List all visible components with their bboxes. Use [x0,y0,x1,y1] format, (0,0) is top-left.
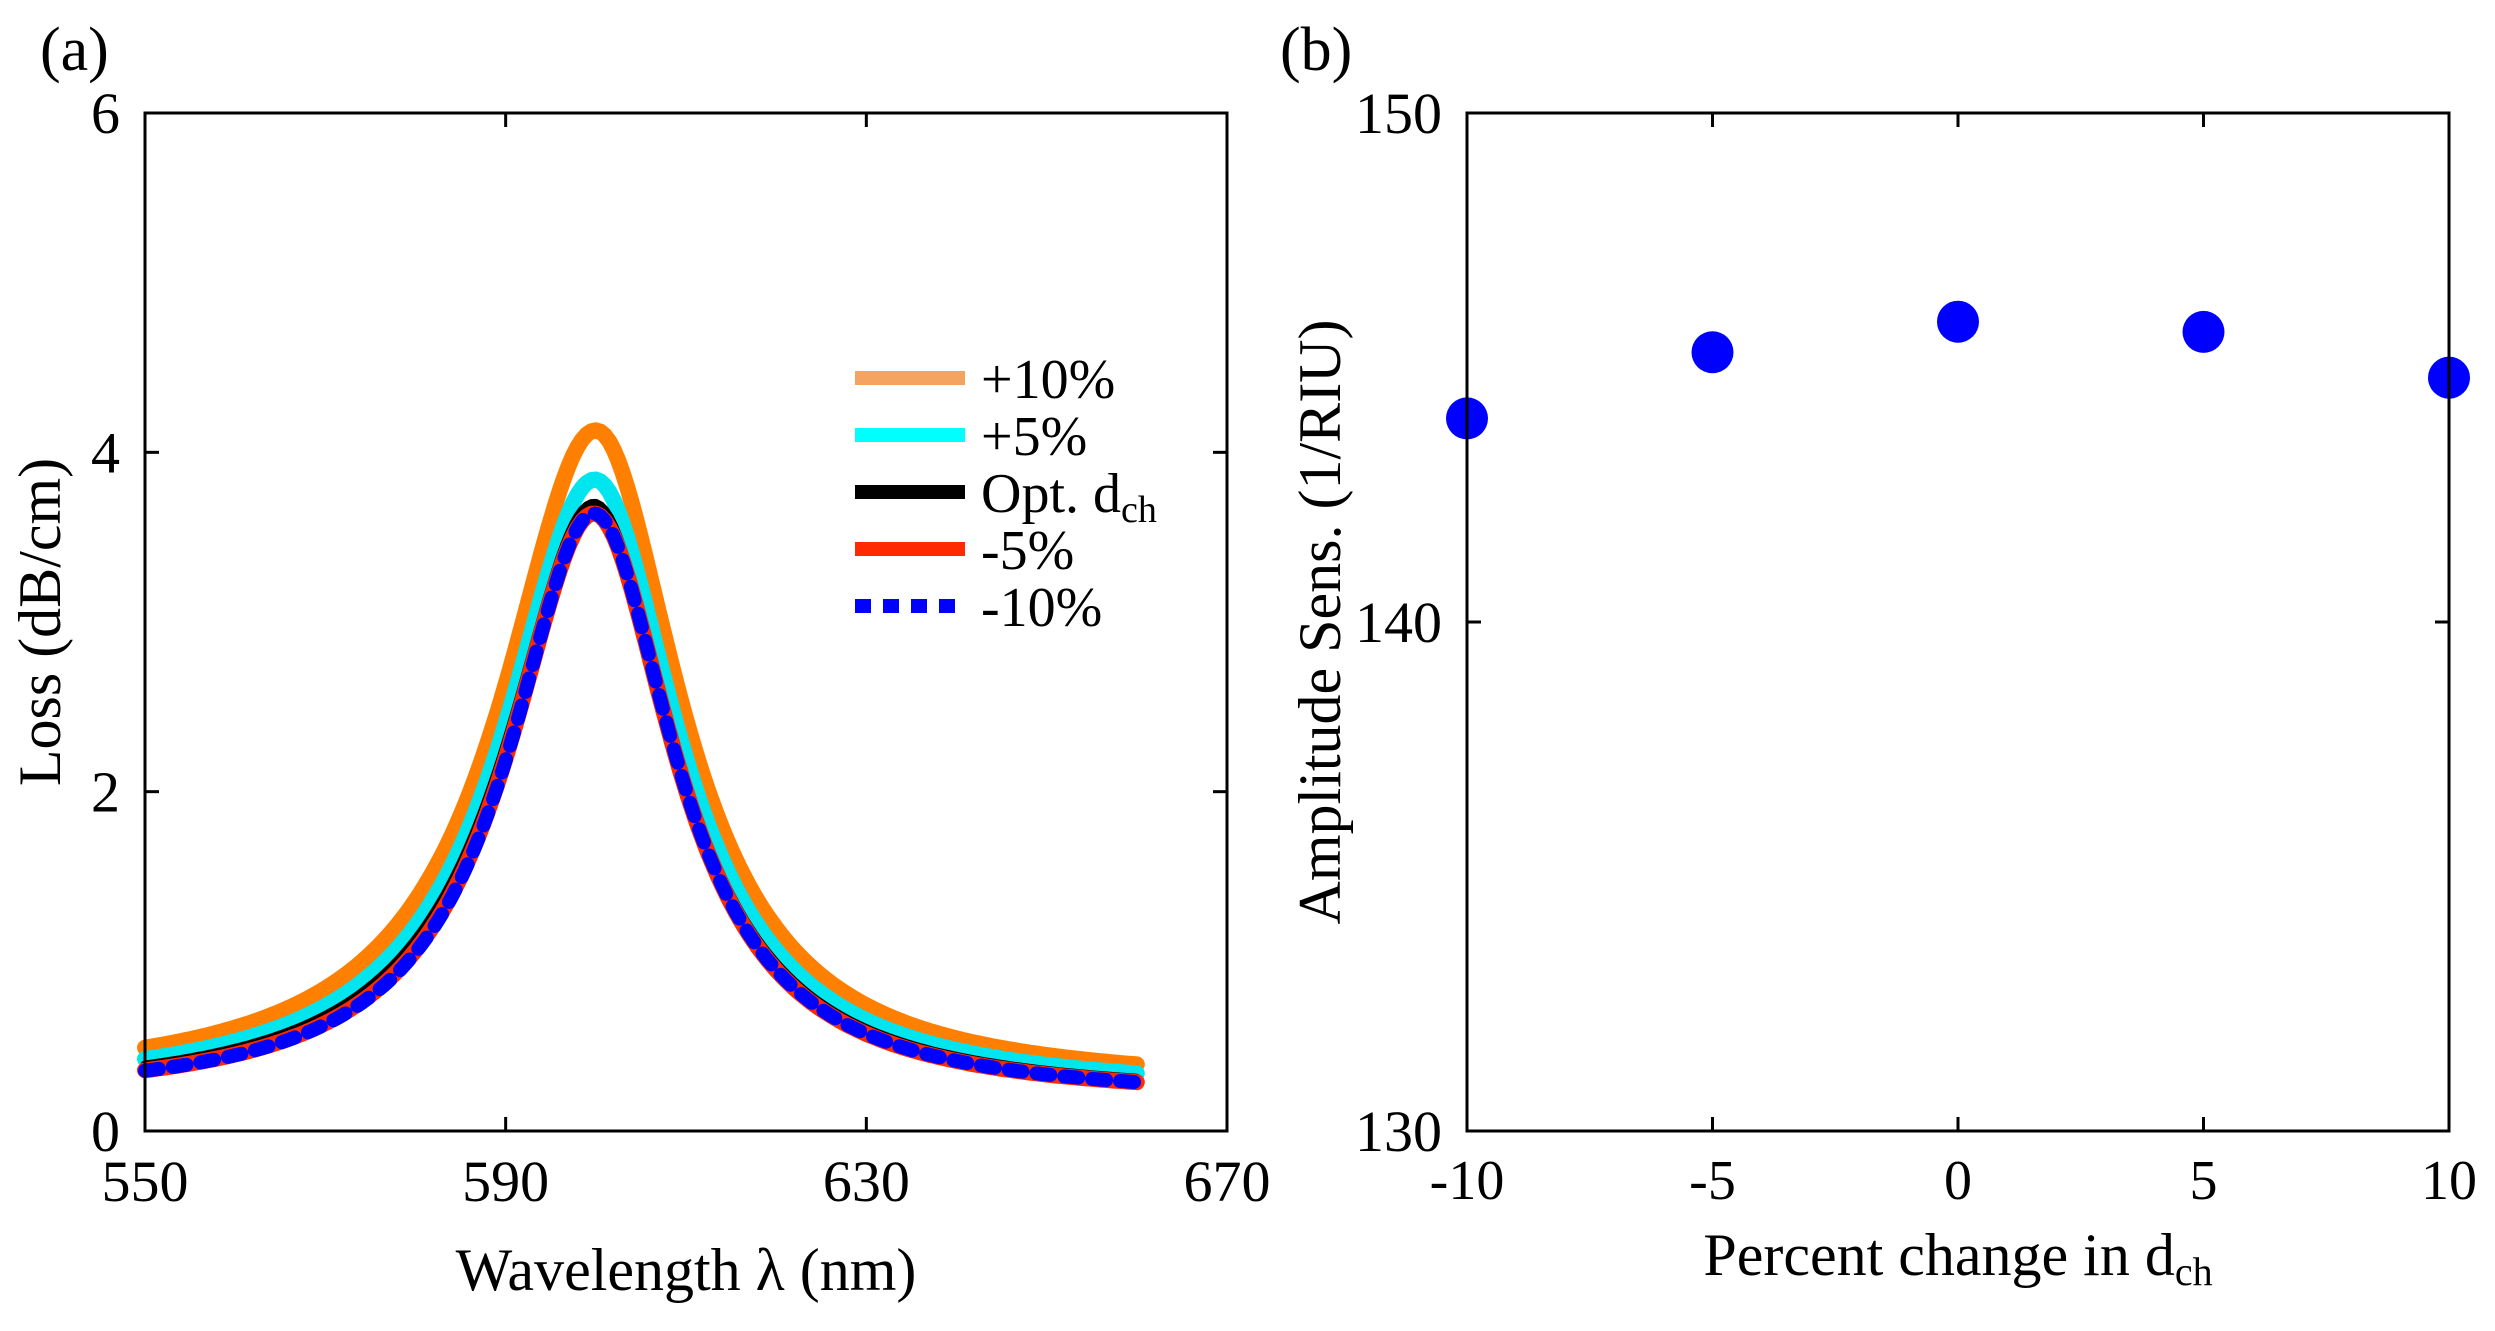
panel-b-amplitude-sensitivity: (b) -10 -5 0 5 10 130 140 150 Percent change in… [1280,16,2477,1294]
legend-entry-sub: ch [1121,489,1157,531]
legend-entry-main: +10% [981,349,1115,411]
panel-b-axes-frame [1465,111,2451,1133]
panel-a-y-tick-label: 6 [91,81,120,146]
panel-b-x-tick-label: 0 [1944,1150,1972,1212]
panel-b-y-tick-label: 140 [1355,590,1442,655]
legend-entry-label: Opt. dch [981,463,1157,531]
legend-entry-main: Opt. d [981,463,1121,525]
panel-a-legend: +10%+5%Opt. dch-5%-10% [855,349,1157,639]
panel-a-x-tick-label: 550 [102,1149,189,1214]
legend-entry-main: -10% [981,577,1102,639]
legend-entry-main: +5% [981,406,1087,468]
panel-b-data-point [1937,300,1979,343]
panel-a-ticks: 550 590 630 670 0 2 4 6 [91,81,1271,1214]
panel-a-series-line--10- [137,422,1145,1073]
panel-b-x-tick-label: 10 [2421,1150,2477,1212]
panel-a-x-tick-label: 630 [823,1149,910,1214]
panel-a-y-tick-label: 4 [91,420,120,485]
panel-b-y-tick-label: 150 [1355,81,1442,146]
legend-entry-label: -5% [981,520,1074,582]
legend-entry-label: +10% [981,349,1115,411]
panel-b-x-tick-label: -10 [1430,1150,1505,1212]
legend-entry-label: -10% [981,577,1102,639]
panel-a-x-tick-label: 670 [1184,1149,1271,1214]
panel-b-data-point [2182,310,2225,353]
panel-a-x-axis-label: Wavelength λ (nm) [456,1237,917,1303]
panel-b-y-axis-label: Amplitude Sens. (1/RIU) [1287,320,1353,925]
panel-a-y-tick-label: 2 [91,760,120,825]
legend-entry-label: +5% [981,406,1087,468]
panel-b-x-tick-label: 5 [2190,1150,2218,1212]
legend-entry-main: -5% [981,520,1074,582]
panel-a-series-line--5- [137,471,1145,1082]
panel-a-series-line--10- [138,506,1144,1090]
panel-a-series-lines [137,422,1145,1091]
panel-a-axes-frame [143,111,1229,1133]
panel-b-x-axis-label-main: Percent change in d [1703,1222,2174,1288]
panel-b-data-point [1691,331,1734,374]
panel-b-x-axis-label: Percent change in dch [1703,1222,2212,1294]
panel-b-data-points [1446,300,2470,440]
panel-b-ticks: -10 -5 0 5 10 130 140 150 [1355,81,2477,1212]
panel-b-x-axis-label-sub: ch [2175,1249,2213,1294]
panel-b-y-tick-label: 130 [1355,1099,1442,1164]
panel-a-loss-spectrum: (a) 550 590 630 670 0 2 4 6 Wavelength λ (nm) L… [7,16,1271,1303]
panel-a-x-tick-label: 590 [462,1149,549,1214]
panel-a-label: (a) [40,16,109,84]
panel-a-y-axis-label: Loss (dB/cm) [7,458,73,786]
panel-b-x-tick-label: -5 [1689,1150,1736,1212]
panel-b-label: (b) [1280,16,1352,84]
panel-a-y-tick-label: 0 [91,1099,120,1164]
